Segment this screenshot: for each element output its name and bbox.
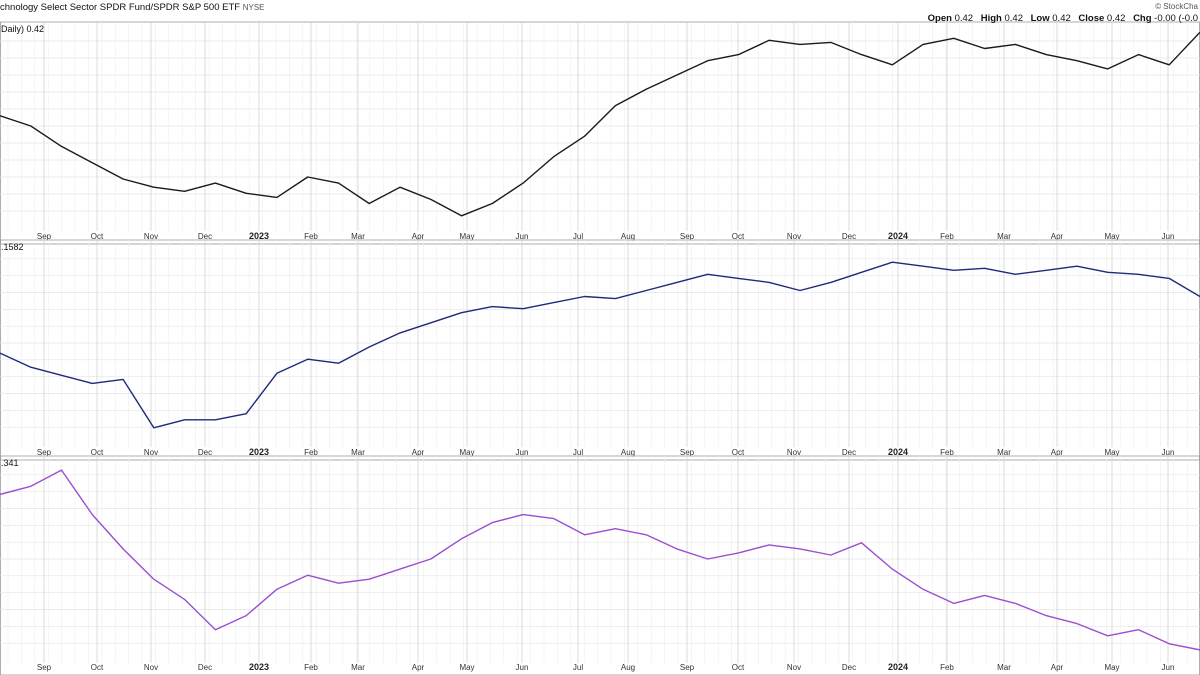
panel-label: .1582 xyxy=(1,242,24,252)
x-tick-label: Mar xyxy=(997,232,1011,241)
x-tick-label: Feb xyxy=(304,232,318,241)
x-tick-label: Mar xyxy=(997,448,1011,457)
x-tick-label: Sep xyxy=(37,232,52,241)
x-tick-label: Sep xyxy=(37,448,52,457)
ohlc-readout: Open 0.42 High 0.42 Low 0.42 Close 0.42 … xyxy=(927,13,1198,24)
x-tick-label: Jun xyxy=(1162,232,1175,241)
x-tick-label: 2024 xyxy=(888,662,908,672)
x-tick-label: Oct xyxy=(732,663,745,672)
x-tick-label: Jul xyxy=(573,448,583,457)
chart-title: chnology Select Sector SPDR Fund/SPDR S&… xyxy=(0,2,265,13)
panel-frame xyxy=(0,455,1200,675)
x-tick-label: 2023 xyxy=(249,662,269,672)
x-tick-label: Jun xyxy=(1162,448,1175,457)
x-tick-label: May xyxy=(1104,448,1119,457)
x-tick-label: Sep xyxy=(680,663,695,672)
x-tick-label: Feb xyxy=(304,448,318,457)
x-tick-label: Mar xyxy=(351,448,365,457)
x-tick-label: May xyxy=(459,232,474,241)
x-tick-label: Mar xyxy=(351,232,365,241)
x-tick-label: Dec xyxy=(198,663,212,672)
x-tick-label: May xyxy=(459,663,474,672)
x-tick-label: Sep xyxy=(37,663,52,672)
x-tick-label: Jul xyxy=(573,663,583,672)
x-tick-label: Jun xyxy=(516,232,529,241)
panel-label: .341 xyxy=(1,458,19,468)
x-tick-label: Feb xyxy=(940,663,954,672)
x-tick-label: Apr xyxy=(412,663,425,672)
x-tick-label: Nov xyxy=(144,448,158,457)
x-tick-label: Oct xyxy=(91,663,104,672)
x-tick-label: Nov xyxy=(787,448,801,457)
x-tick-label: Dec xyxy=(842,232,856,241)
panel-label: Daily) 0.42 xyxy=(1,24,44,34)
x-tick-label: Oct xyxy=(91,448,104,457)
x-tick-label: 2023 xyxy=(249,231,269,241)
x-tick-label: Oct xyxy=(91,232,104,241)
x-tick-label: Oct xyxy=(732,448,745,457)
x-tick-label: Aug xyxy=(621,448,635,457)
x-tick-label: Dec xyxy=(198,448,212,457)
x-tick-label: Feb xyxy=(940,448,954,457)
exchange-label: NYSE xyxy=(242,3,265,12)
x-tick-label: Jun xyxy=(516,448,529,457)
x-tick-label: Nov xyxy=(787,232,801,241)
x-tick-label: Apr xyxy=(412,232,425,241)
x-tick-label: Sep xyxy=(680,448,695,457)
x-tick-label: Apr xyxy=(1051,663,1064,672)
x-tick-label: Apr xyxy=(412,448,425,457)
x-tick-label: Mar xyxy=(351,663,365,672)
x-tick-label: Nov xyxy=(144,232,158,241)
series-line xyxy=(0,31,1200,217)
x-tick-label: Nov xyxy=(144,663,158,672)
x-tick-label: Aug xyxy=(621,663,635,672)
watermark: © StockCha xyxy=(1155,2,1198,11)
x-tick-label: 2023 xyxy=(249,447,269,457)
x-tick-label: Jun xyxy=(516,663,529,672)
x-tick-label: Dec xyxy=(842,448,856,457)
x-tick-label: May xyxy=(1104,232,1119,241)
x-tick-label: Sep xyxy=(680,232,695,241)
x-tick-label: Oct xyxy=(732,232,745,241)
x-tick-label: Dec xyxy=(198,232,212,241)
x-tick-label: Apr xyxy=(1051,232,1064,241)
x-tick-label: Nov xyxy=(787,663,801,672)
x-tick-label: Feb xyxy=(304,663,318,672)
x-tick-label: 2024 xyxy=(888,447,908,457)
x-tick-label: May xyxy=(459,448,474,457)
series-line xyxy=(0,469,1200,651)
x-tick-label: Jun xyxy=(1162,663,1175,672)
x-tick-label: 2024 xyxy=(888,231,908,241)
series-line xyxy=(0,261,1200,429)
x-tick-label: May xyxy=(1104,663,1119,672)
x-tick-label: Jul xyxy=(573,232,583,241)
x-tick-label: Apr xyxy=(1051,448,1064,457)
x-tick-label: Dec xyxy=(842,663,856,672)
x-tick-label: Aug xyxy=(621,232,635,241)
x-tick-label: Mar xyxy=(997,663,1011,672)
x-tick-label: Feb xyxy=(940,232,954,241)
